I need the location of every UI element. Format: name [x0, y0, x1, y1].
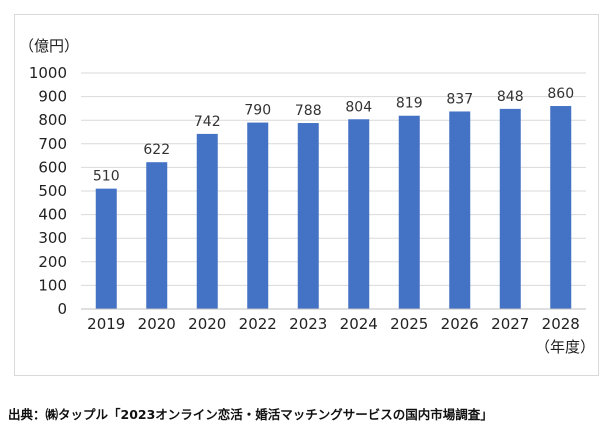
y-tick-label: 900 [38, 88, 67, 106]
x-axis-unit: （年度） [535, 338, 595, 356]
x-tick-label: 2023 [289, 315, 327, 333]
bar [348, 119, 370, 309]
data-label: 788 [295, 103, 322, 119]
y-tick-label: 500 [38, 182, 67, 200]
data-label: 510 [93, 169, 120, 185]
x-tick-label: 2025 [390, 315, 428, 333]
bar [247, 122, 269, 309]
bar [449, 111, 471, 309]
bar [146, 162, 168, 309]
data-label: 804 [345, 99, 372, 115]
data-label: 622 [143, 142, 170, 158]
bar [297, 123, 319, 309]
y-tick-label: 800 [38, 111, 67, 129]
y-tick-label: 700 [38, 135, 67, 153]
bar [95, 188, 117, 309]
y-tick-label: 300 [38, 229, 67, 247]
y-tick-label: 100 [38, 276, 67, 294]
source-citation: 出典：㈱タップル「2023オンライン恋活・婚活マッチングサービスの国内市場調査」 [8, 407, 493, 422]
x-tick-label: 2024 [340, 315, 378, 333]
data-label: 848 [497, 89, 524, 105]
y-tick-label: 200 [38, 253, 67, 271]
y-axis-unit: （億円） [19, 37, 79, 55]
x-tick-label: 2020 [188, 315, 226, 333]
y-tick-label: 600 [38, 158, 67, 176]
data-label: 742 [194, 114, 221, 130]
data-label: 860 [547, 86, 574, 102]
bar [499, 108, 521, 309]
x-tick-label: 2028 [542, 315, 580, 333]
y-tick-label: 1000 [29, 64, 67, 82]
chart-frame: （億円） 0 100 200 300 400 500 600 700 800 900 1000 51… [14, 14, 599, 376]
bar [550, 106, 572, 309]
bar-chart: （億円） 0 100 200 300 400 500 600 700 800 900 1000 51… [19, 37, 595, 356]
data-label: 819 [396, 96, 423, 112]
x-tick-label: 2027 [491, 315, 529, 333]
x-tick-label: 2019 [87, 315, 125, 333]
data-label: 790 [244, 103, 271, 119]
y-tick-label: 400 [38, 206, 67, 224]
y-tick-label: 0 [57, 300, 67, 318]
x-tick-label: 2020 [138, 315, 176, 333]
bar [398, 115, 420, 309]
bar [196, 133, 218, 309]
x-tick-label: 2022 [239, 315, 277, 333]
data-label: 837 [446, 91, 473, 107]
x-tick-label: 2026 [441, 315, 479, 333]
